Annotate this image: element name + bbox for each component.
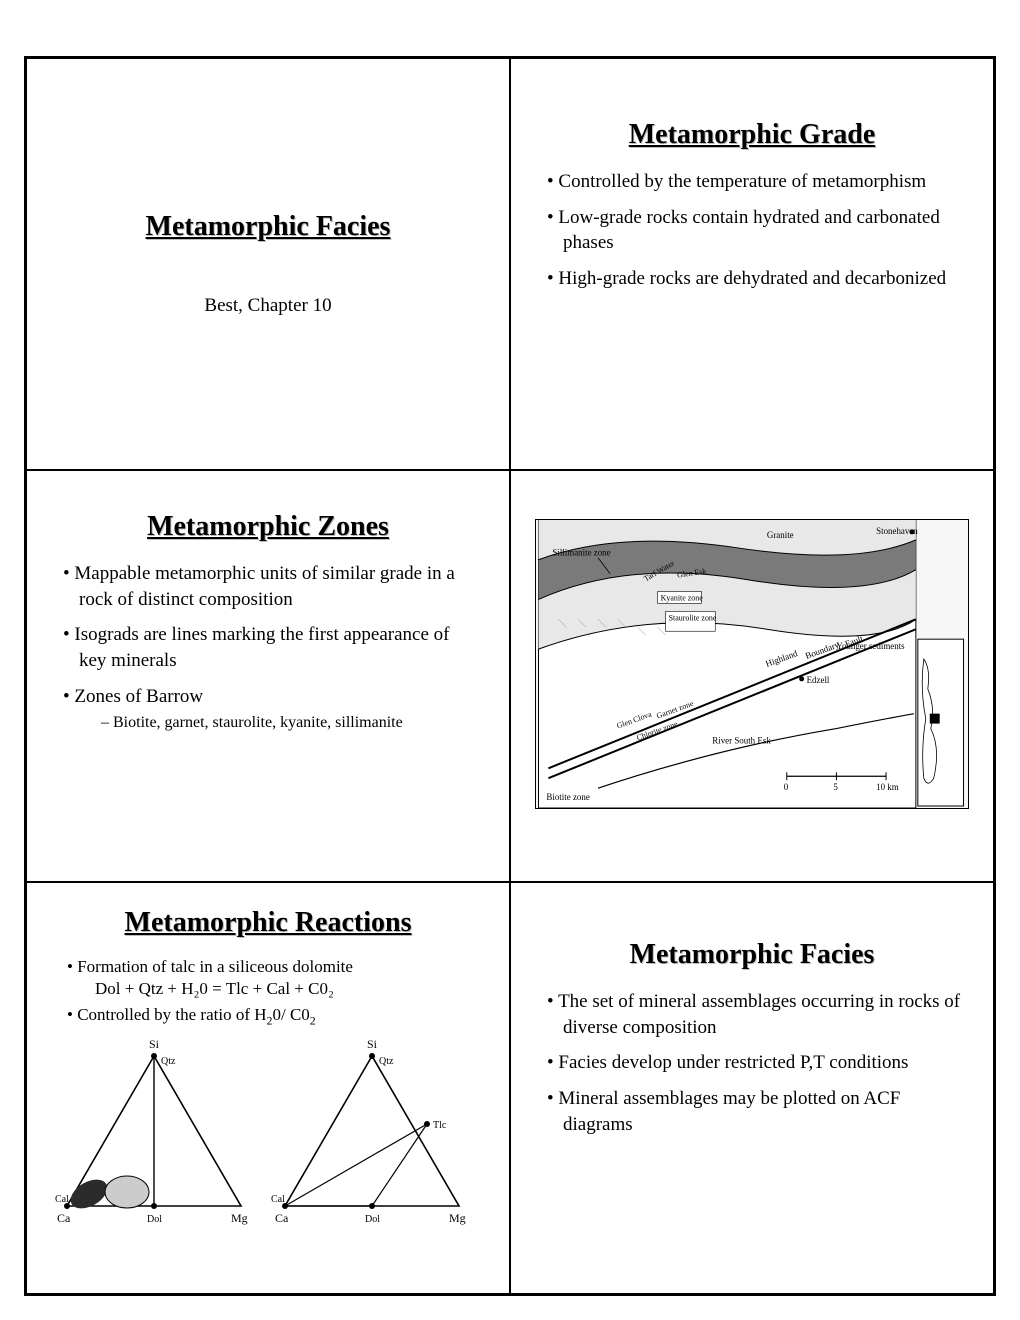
scale-label: 5: [833, 782, 838, 792]
map-svg: Sillimanite zone Granite Stonehaven Kyan…: [536, 520, 968, 808]
equation: Dol + Qtz + H₂0 = Tlc + Cal + C0₂: [67, 979, 487, 999]
svg-text:Ca: Ca: [275, 1211, 289, 1225]
bullet: The set of mineral assemblages occurring…: [547, 989, 963, 1040]
slide-5-text: • Formation of talc in a siliceous dolom…: [49, 957, 487, 1028]
svg-text:Si: Si: [367, 1037, 378, 1051]
svg-text:Qtz: Qtz: [161, 1056, 176, 1067]
bullet: Low-grade rocks contain hydrated and car…: [547, 205, 963, 256]
slide-3-bullets: Mappable metamorphic units of similar gr…: [57, 561, 479, 734]
bullet: High-grade rocks are dehydrated and deca…: [547, 266, 963, 292]
svg-text:Cal: Cal: [271, 1194, 285, 1205]
ternary-diagram-2: Si Qtz Tlc Cal Ca Dol Mg: [267, 1034, 477, 1234]
slide-3: Metamorphic Zones Mappable metamorphic u…: [26, 470, 510, 882]
bullet: Zones of Barrow Biotite, garnet, staurol…: [63, 684, 479, 734]
svg-text:Mg: Mg: [449, 1211, 466, 1225]
map-label: Granite: [767, 530, 794, 540]
map-label: Edzell: [807, 675, 830, 685]
scale-label: 0: [784, 782, 789, 792]
svg-text:Dol: Dol: [365, 1214, 380, 1225]
slide-4: Sillimanite zone Granite Stonehaven Kyan…: [510, 470, 994, 882]
slide-6-bullets: The set of mineral assemblages occurring…: [541, 989, 963, 1137]
line: Controlled by the ratio of H: [77, 1005, 266, 1024]
svg-text:Dol: Dol: [147, 1214, 162, 1225]
page: Metamorphic Facies Best, Chapter 10 Meta…: [0, 0, 1020, 1320]
bullet: Isograds are lines marking the first app…: [63, 622, 479, 673]
bullet: Mappable metamorphic units of similar gr…: [63, 561, 479, 612]
svg-text:Cal: Cal: [55, 1194, 69, 1205]
barrow-zones-map: Sillimanite zone Granite Stonehaven Kyan…: [535, 519, 969, 809]
slide-6-title: Metamorphic Facies: [541, 939, 963, 971]
map-label: Staurolite zone: [669, 613, 717, 622]
slide-6: Metamorphic Facies The set of mineral as…: [510, 882, 994, 1294]
slide-2-title: Metamorphic Grade: [541, 119, 963, 151]
bullet: Controlled by the temperature of metamor…: [547, 169, 963, 195]
slide-2: Metamorphic Grade Controlled by the temp…: [510, 58, 994, 470]
map-label: Biotite zone: [546, 792, 589, 802]
svg-text:Qtz: Qtz: [379, 1056, 394, 1067]
svg-text:Mg: Mg: [231, 1211, 248, 1225]
slide-5: Metamorphic Reactions • Formation of tal…: [26, 882, 510, 1294]
bullet: Mineral assemblages may be plotted on AC…: [547, 1086, 963, 1137]
slide-1-subtitle: Best, Chapter 10: [57, 295, 479, 317]
map-label: Kyanite zone: [661, 593, 704, 602]
svg-text:Ca: Ca: [57, 1211, 71, 1225]
scale-label: 10 km: [876, 782, 899, 792]
bullet: Facies develop under restricted P,T cond…: [547, 1050, 963, 1076]
sub-bullet: Biotite, garnet, staurolite, kyanite, si…: [101, 713, 479, 734]
triangle-diagrams: Si Qtz Cal Ca Dol Mg: [49, 1034, 487, 1234]
slide-1-title: Metamorphic Facies: [57, 211, 479, 243]
map-label: Sillimanite zone: [552, 548, 610, 558]
line: Formation of talc in a siliceous dolomit…: [77, 957, 353, 976]
ternary-diagram-1: Si Qtz Cal Ca Dol Mg: [49, 1034, 259, 1234]
slide-3-title: Metamorphic Zones: [57, 511, 479, 543]
slide-grid: Metamorphic Facies Best, Chapter 10 Meta…: [24, 56, 996, 1296]
svg-text:Si: Si: [149, 1037, 160, 1051]
bullet-label: Zones of Barrow: [74, 686, 203, 707]
map-label: River South Esk: [712, 735, 771, 745]
sub-bullets: Biotite, garnet, staurolite, kyanite, si…: [79, 713, 479, 734]
slide-1: Metamorphic Facies Best, Chapter 10: [26, 58, 510, 470]
slide-2-bullets: Controlled by the temperature of metamor…: [541, 169, 963, 292]
svg-text:Tlc: Tlc: [433, 1120, 447, 1131]
slide-5-title: Metamorphic Reactions: [49, 907, 487, 939]
